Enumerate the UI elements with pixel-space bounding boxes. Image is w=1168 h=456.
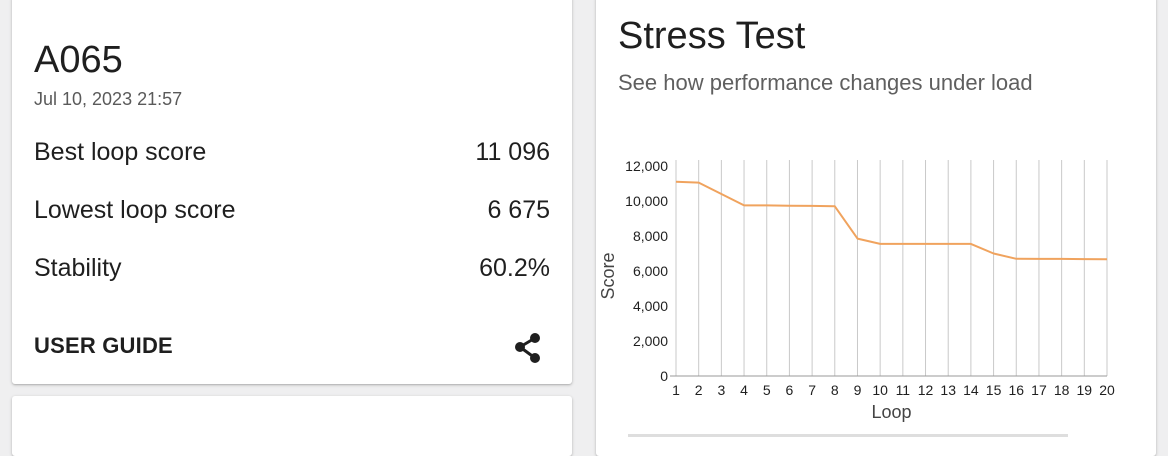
test-timestamp: Jul 10, 2023 21:57 <box>34 89 182 110</box>
stability-row: Stability 60.2% <box>34 252 550 284</box>
y-tick-label: 0 <box>660 368 668 384</box>
x-tick-label: 20 <box>1099 382 1115 398</box>
x-tick-label: 17 <box>1031 382 1047 398</box>
score-series-line <box>676 182 1107 259</box>
x-tick-label: 18 <box>1054 382 1070 398</box>
secondary-card <box>12 396 572 456</box>
lowest-loop-score-row: Lowest loop score 6 675 <box>34 194 550 226</box>
best-loop-score-label: Best loop score <box>34 138 206 167</box>
x-tick-label: 12 <box>918 382 934 398</box>
x-tick-label: 9 <box>854 382 862 398</box>
x-tick-label: 5 <box>763 382 771 398</box>
x-tick-label: 3 <box>717 382 725 398</box>
y-axis-title: Score <box>598 252 618 299</box>
y-tick-label: 8,000 <box>633 228 668 244</box>
y-tick-label: 2,000 <box>633 333 668 349</box>
y-tick-label: 6,000 <box>633 263 668 279</box>
chart-tab-strip <box>628 434 1068 437</box>
stability-label: Stability <box>34 254 122 283</box>
stability-value: 60.2% <box>479 254 550 283</box>
x-tick-label: 7 <box>808 382 816 398</box>
x-tick-label: 14 <box>963 382 979 398</box>
lowest-loop-score-value: 6 675 <box>487 196 550 225</box>
x-tick-label: 1 <box>672 382 680 398</box>
y-tick-label: 4,000 <box>633 298 668 314</box>
x-tick-label: 10 <box>872 382 888 398</box>
x-tick-label: 2 <box>695 382 703 398</box>
x-tick-label: 16 <box>1008 382 1024 398</box>
best-loop-score-value: 11 096 <box>475 138 550 167</box>
share-button[interactable] <box>510 330 546 366</box>
x-tick-label: 11 <box>896 382 911 398</box>
result-card: A065 Jul 10, 2023 21:57 Best loop score … <box>12 0 572 384</box>
lowest-loop-score-label: Lowest loop score <box>34 196 236 225</box>
best-loop-score-row: Best loop score 11 096 <box>34 136 550 168</box>
y-tick-label: 12,000 <box>625 158 668 174</box>
x-tick-label: 8 <box>831 382 839 398</box>
stress-test-card: Stress Test See how performance changes … <box>596 0 1156 456</box>
x-axis-title: Loop <box>871 402 911 422</box>
device-name: A065 <box>34 38 123 82</box>
x-tick-label: 13 <box>940 382 956 398</box>
y-tick-label: 10,000 <box>625 193 668 209</box>
x-tick-label: 6 <box>786 382 794 398</box>
x-tick-label: 19 <box>1077 382 1093 398</box>
share-icon <box>510 330 546 366</box>
x-tick-label: 15 <box>986 382 1002 398</box>
user-guide-button[interactable]: USER GUIDE <box>34 333 173 359</box>
x-tick-label: 4 <box>740 382 748 398</box>
